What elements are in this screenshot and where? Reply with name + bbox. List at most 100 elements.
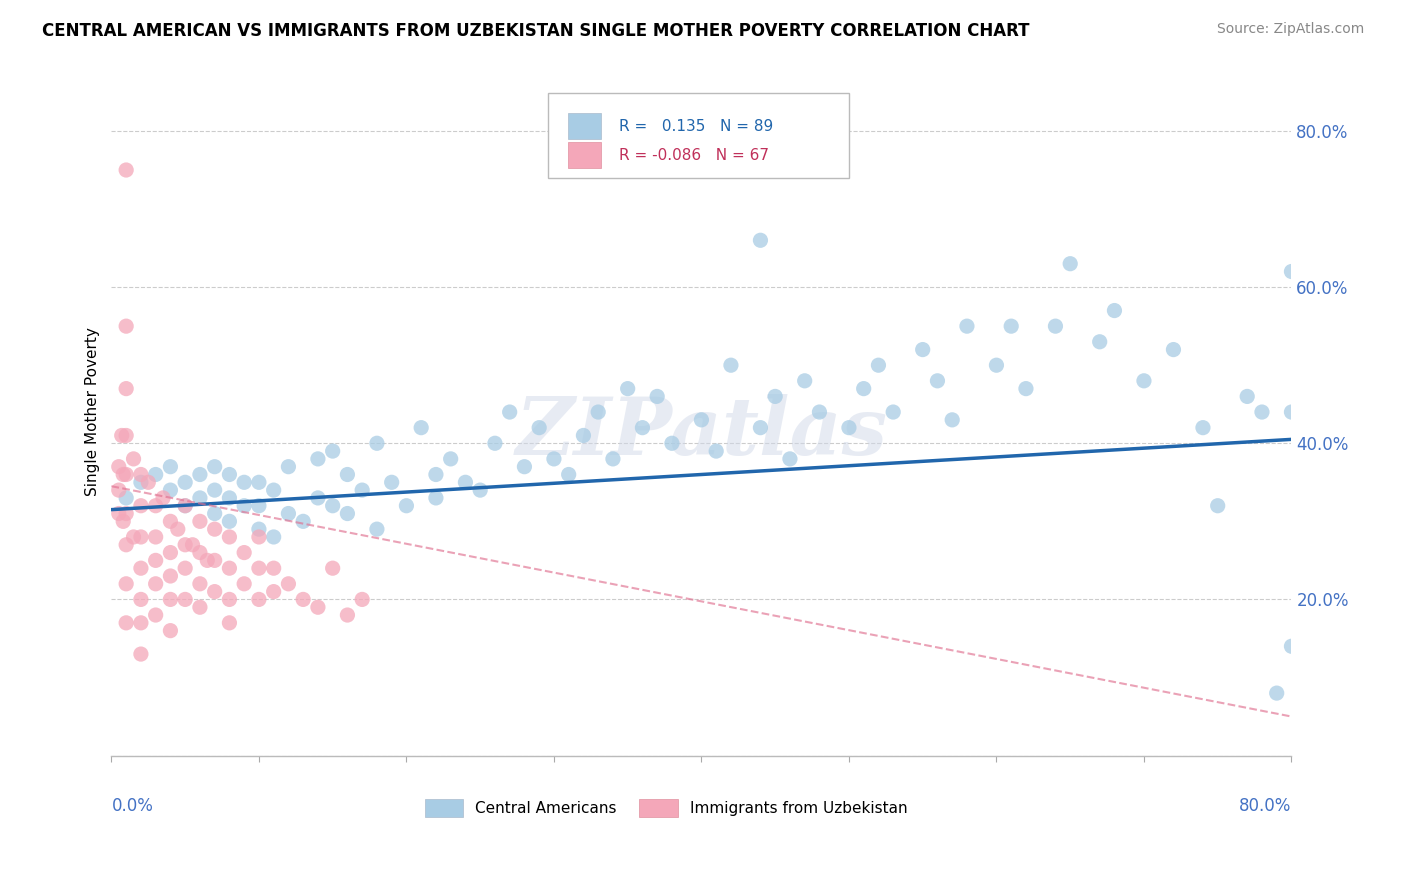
Point [159, 483, 181, 497]
Text: R =   0.135   N = 89: R = 0.135 N = 89 [619, 119, 773, 134]
Point [174, 538, 197, 552]
Text: Source: ZipAtlas.com: Source: ZipAtlas.com [1216, 22, 1364, 37]
FancyBboxPatch shape [568, 113, 602, 139]
Point [115, 615, 138, 630]
Point [1206, 499, 1229, 513]
Point [763, 389, 786, 403]
Point [1236, 389, 1258, 403]
Point [107, 483, 129, 497]
Point [145, 608, 167, 623]
Point [233, 545, 256, 559]
Point [602, 451, 624, 466]
Point [1281, 405, 1303, 419]
Point [129, 561, 152, 575]
Text: 0.0%: 0.0% [111, 797, 153, 814]
Point [129, 467, 152, 482]
Point [292, 592, 315, 607]
Point [188, 545, 211, 559]
Point [247, 475, 270, 490]
Point [129, 615, 152, 630]
Point [336, 608, 359, 623]
Text: CENTRAL AMERICAN VS IMMIGRANTS FROM UZBEKISTAN SINGLE MOTHER POVERTY CORRELATION: CENTRAL AMERICAN VS IMMIGRANTS FROM UZBE… [42, 22, 1029, 40]
Point [704, 444, 727, 458]
Point [204, 459, 226, 474]
Point [484, 436, 506, 450]
Point [107, 507, 129, 521]
Text: ZIPatlas: ZIPatlas [516, 394, 887, 471]
Point [152, 491, 174, 505]
Point [1000, 319, 1022, 334]
Point [115, 491, 138, 505]
Point [779, 451, 801, 466]
Point [411, 420, 433, 434]
Point [882, 405, 904, 419]
Point [322, 499, 344, 513]
Point [233, 499, 256, 513]
Point [557, 467, 579, 482]
Point [1281, 264, 1303, 278]
Point [145, 553, 167, 567]
Point [174, 499, 197, 513]
Point [204, 483, 226, 497]
Point [454, 475, 477, 490]
Point [838, 420, 860, 434]
Point [941, 413, 963, 427]
Point [986, 358, 1008, 372]
Point [233, 576, 256, 591]
Point [188, 514, 211, 528]
Point [129, 647, 152, 661]
Point [956, 319, 979, 334]
Point [159, 459, 181, 474]
Point [322, 444, 344, 458]
Y-axis label: Single Mother Poverty: Single Mother Poverty [86, 327, 100, 497]
Point [174, 561, 197, 575]
Point [218, 491, 240, 505]
Point [233, 475, 256, 490]
Point [129, 592, 152, 607]
Point [322, 561, 344, 575]
Point [808, 405, 831, 419]
Point [159, 514, 181, 528]
Point [470, 483, 492, 497]
Point [129, 530, 152, 544]
Point [218, 561, 240, 575]
Point [852, 382, 875, 396]
Point [440, 451, 463, 466]
Point [868, 358, 890, 372]
Point [115, 507, 138, 521]
Point [749, 420, 772, 434]
Point [204, 522, 226, 536]
Point [1192, 420, 1215, 434]
Point [145, 576, 167, 591]
Point [181, 538, 204, 552]
Point [115, 319, 138, 334]
Point [307, 600, 329, 615]
Point [188, 600, 211, 615]
Point [690, 413, 713, 427]
Point [749, 233, 772, 247]
Point [115, 467, 138, 482]
Point [263, 530, 285, 544]
Point [145, 467, 167, 482]
Point [336, 507, 359, 521]
FancyBboxPatch shape [568, 142, 602, 169]
Point [218, 514, 240, 528]
Point [307, 491, 329, 505]
Point [129, 499, 152, 513]
Point [188, 491, 211, 505]
Point [112, 467, 135, 482]
Point [247, 561, 270, 575]
Point [1059, 257, 1081, 271]
Point [1265, 686, 1288, 700]
Point [661, 436, 683, 450]
Point [1015, 382, 1038, 396]
Point [159, 592, 181, 607]
Point [247, 499, 270, 513]
Point [218, 467, 240, 482]
Point [616, 382, 638, 396]
Legend: Central Americans, Immigrants from Uzbekistan: Central Americans, Immigrants from Uzbek… [419, 793, 914, 823]
Point [204, 584, 226, 599]
Point [159, 624, 181, 638]
Point [115, 538, 138, 552]
Point [425, 467, 447, 482]
